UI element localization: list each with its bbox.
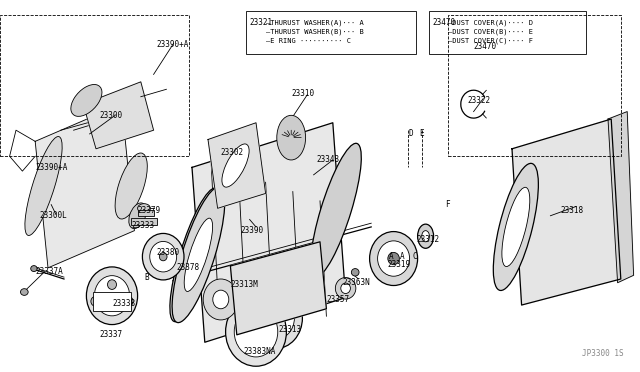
Text: —DUST COVER(C)···· F: —DUST COVER(C)···· F (448, 38, 533, 44)
Ellipse shape (86, 267, 138, 324)
Ellipse shape (422, 231, 429, 242)
Text: —DUST COVER(A)···· D: —DUST COVER(A)···· D (448, 19, 533, 26)
Ellipse shape (115, 153, 147, 219)
Ellipse shape (212, 290, 229, 309)
Ellipse shape (124, 296, 133, 306)
Ellipse shape (256, 297, 294, 339)
Text: 23337: 23337 (99, 330, 122, 339)
Ellipse shape (184, 218, 212, 292)
Polygon shape (192, 123, 346, 342)
Polygon shape (512, 119, 621, 305)
Text: C: C (413, 252, 417, 261)
Ellipse shape (370, 231, 418, 286)
Ellipse shape (108, 280, 116, 289)
Text: 23383NA: 23383NA (243, 347, 276, 356)
Ellipse shape (265, 275, 292, 300)
Text: E: E (419, 129, 424, 138)
Text: 23318: 23318 (560, 206, 583, 215)
Ellipse shape (159, 253, 167, 261)
Text: 23319: 23319 (387, 260, 410, 269)
Bar (0, 15, 189, 156)
Text: —THURUST WASHER(A)··· A: —THURUST WASHER(A)··· A (266, 19, 364, 26)
Text: 23313M: 23313M (230, 280, 258, 289)
Text: 23378: 23378 (176, 263, 199, 272)
Ellipse shape (71, 84, 102, 116)
Ellipse shape (493, 163, 538, 291)
Ellipse shape (129, 203, 147, 229)
Text: 23321: 23321 (250, 18, 273, 27)
Ellipse shape (388, 252, 399, 265)
Text: 23357: 23357 (326, 295, 349, 304)
Text: —E RING ·········· C: —E RING ·········· C (266, 38, 351, 44)
Text: 23313: 23313 (278, 325, 301, 334)
Text: 23300: 23300 (99, 111, 122, 120)
Polygon shape (230, 242, 326, 335)
Ellipse shape (502, 187, 530, 266)
Polygon shape (208, 123, 266, 208)
Text: 23470: 23470 (432, 18, 455, 27)
Polygon shape (608, 112, 634, 283)
Text: A: A (400, 252, 404, 261)
Ellipse shape (248, 287, 302, 349)
Text: 23310: 23310 (291, 89, 314, 97)
Ellipse shape (226, 298, 287, 366)
Text: 23337A: 23337A (35, 267, 63, 276)
Text: 23322: 23322 (467, 96, 490, 105)
Ellipse shape (234, 307, 278, 357)
Bar (93, 292, 131, 311)
Text: 23390+A: 23390+A (35, 163, 68, 172)
Text: 23300L: 23300L (40, 211, 67, 220)
Ellipse shape (138, 204, 150, 213)
Ellipse shape (341, 283, 351, 294)
Ellipse shape (310, 143, 362, 277)
Text: B: B (144, 273, 148, 282)
Ellipse shape (351, 269, 359, 276)
Ellipse shape (222, 144, 249, 187)
Ellipse shape (269, 312, 281, 324)
Ellipse shape (150, 241, 177, 272)
Text: —THURUST WASHER(B)··· B: —THURUST WASHER(B)··· B (266, 28, 364, 35)
Text: —DUST COVER(B)···· E: —DUST COVER(B)···· E (448, 28, 533, 35)
Ellipse shape (172, 187, 225, 323)
Bar (131, 218, 157, 225)
Text: 23312: 23312 (416, 235, 439, 244)
Ellipse shape (20, 289, 28, 295)
Text: 23343: 23343 (317, 155, 340, 164)
Ellipse shape (378, 241, 410, 276)
Bar (246, 11, 416, 54)
Text: 23390: 23390 (240, 226, 263, 235)
Polygon shape (35, 104, 134, 268)
Text: 23338: 23338 (112, 299, 135, 308)
Bar (429, 11, 586, 54)
Bar (138, 210, 154, 216)
Text: JP3300 1S: JP3300 1S (582, 349, 624, 358)
Bar (448, 15, 621, 156)
Ellipse shape (335, 278, 356, 299)
Text: 23379: 23379 (138, 206, 161, 215)
Text: 23470: 23470 (474, 42, 497, 51)
Polygon shape (83, 82, 154, 149)
Text: 23380: 23380 (157, 248, 180, 257)
Text: D: D (408, 129, 413, 138)
Text: 23390+A: 23390+A (157, 40, 189, 49)
Text: 23302: 23302 (221, 148, 244, 157)
Ellipse shape (142, 234, 184, 280)
Ellipse shape (277, 115, 306, 160)
Text: 23363N: 23363N (342, 278, 370, 287)
Ellipse shape (204, 279, 238, 320)
Ellipse shape (418, 224, 434, 248)
Text: F: F (445, 200, 449, 209)
Ellipse shape (25, 137, 62, 235)
Ellipse shape (170, 188, 221, 322)
Ellipse shape (95, 276, 129, 316)
Text: 23333: 23333 (131, 221, 154, 230)
Ellipse shape (31, 266, 37, 272)
Ellipse shape (91, 296, 100, 306)
Text: A: A (389, 252, 394, 261)
